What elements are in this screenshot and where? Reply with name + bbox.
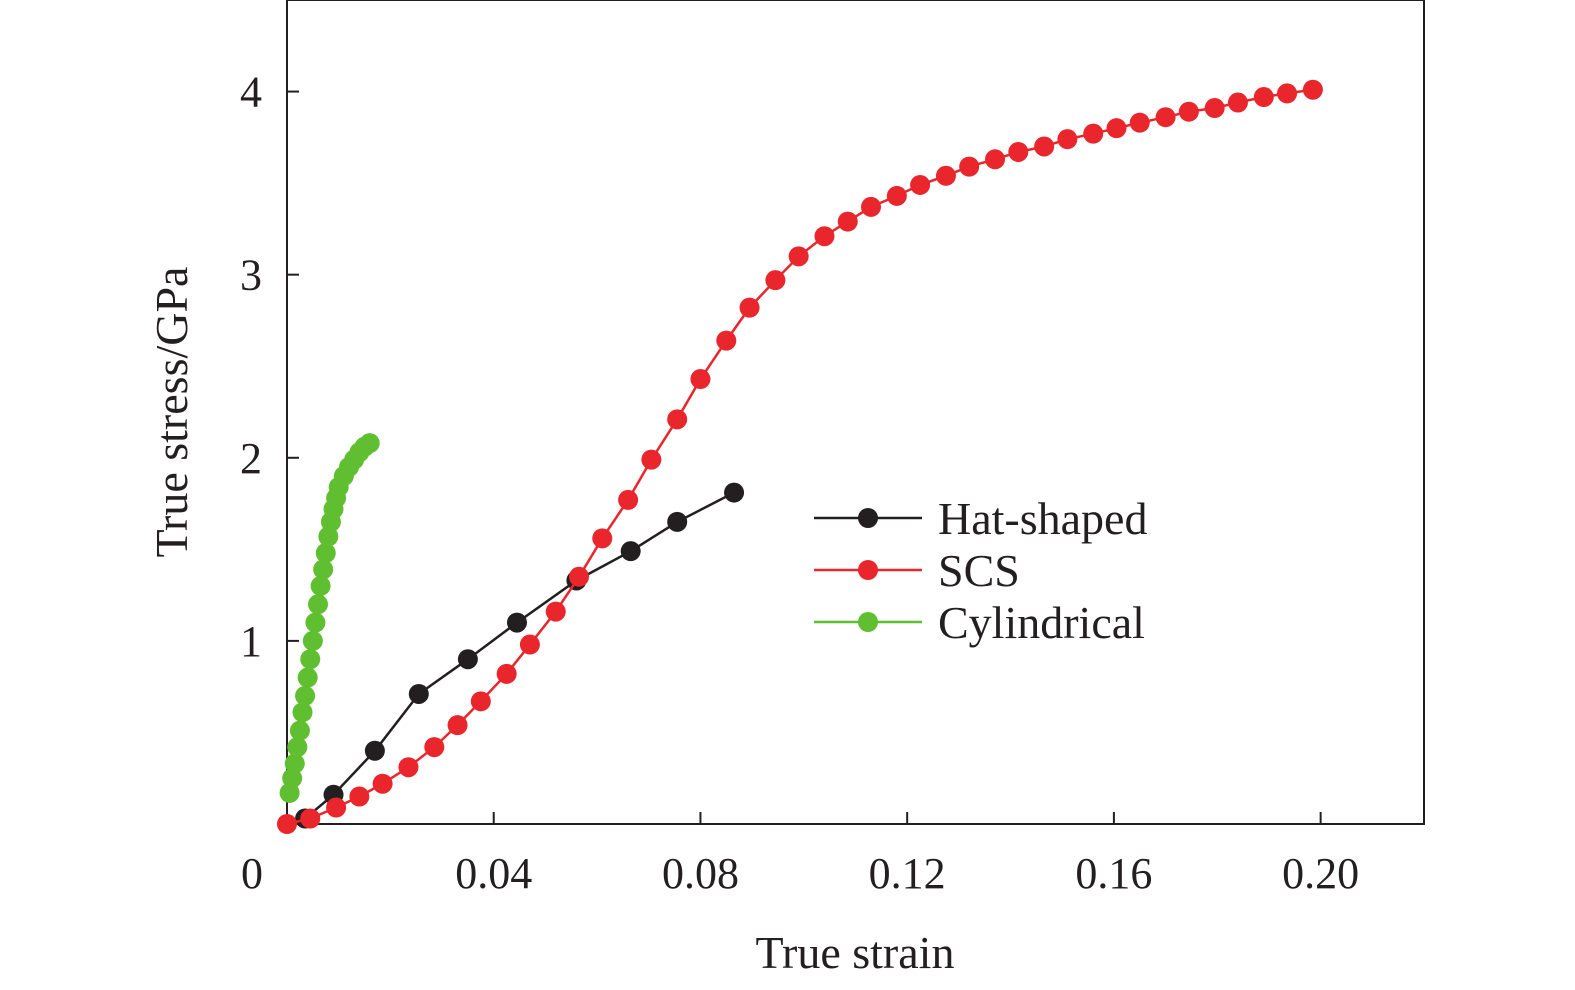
data-point-hat-shaped bbox=[457, 649, 478, 670]
data-point-cylindrical bbox=[305, 612, 326, 633]
x-axis-ticks: 0 0.04 0.08 0.12 0.16 0.20 bbox=[241, 812, 1359, 898]
y-tick-label: 1 bbox=[240, 617, 262, 666]
data-point-scs bbox=[496, 663, 517, 684]
data-point-hat-shaped bbox=[667, 511, 688, 532]
y-tick-label: 4 bbox=[240, 68, 262, 117]
data-point-scs bbox=[1008, 141, 1029, 162]
y-tick-label: 2 bbox=[240, 434, 262, 483]
data-point-cylindrical bbox=[313, 559, 334, 580]
data-point-scs bbox=[1083, 123, 1104, 144]
series-hat-shaped bbox=[295, 482, 745, 829]
legend-item-hat-shaped: Hat-shaped bbox=[814, 493, 1147, 544]
plot-frame bbox=[286, 0, 1425, 825]
legend-marker bbox=[858, 508, 878, 528]
data-point-cylindrical bbox=[308, 594, 329, 615]
data-point-scs bbox=[1034, 136, 1055, 157]
data-point-scs bbox=[1277, 83, 1298, 104]
x-tick-label: 0.12 bbox=[869, 849, 946, 898]
x-tick-label: 0.16 bbox=[1075, 849, 1152, 898]
data-point-scs bbox=[959, 156, 980, 177]
data-point-scs bbox=[470, 691, 491, 712]
data-point-scs bbox=[592, 528, 613, 549]
data-point-scs bbox=[788, 246, 809, 267]
data-point-cylindrical bbox=[287, 737, 308, 758]
data-point-scs bbox=[545, 601, 566, 622]
data-point-scs bbox=[935, 165, 956, 186]
data-point-scs bbox=[765, 270, 786, 291]
data-point-cylindrical bbox=[292, 702, 313, 723]
data-point-scs bbox=[326, 797, 347, 818]
data-point-scs bbox=[641, 449, 662, 470]
data-point-scs bbox=[716, 330, 737, 351]
data-point-scs bbox=[569, 566, 590, 587]
x-tick-label: 0.20 bbox=[1282, 849, 1359, 898]
x-tick-label: 0.04 bbox=[455, 849, 532, 898]
data-point-scs bbox=[300, 808, 321, 829]
data-point-cylindrical bbox=[289, 720, 310, 741]
data-point-scs bbox=[985, 149, 1006, 170]
data-point-scs bbox=[372, 773, 393, 794]
data-point-scs bbox=[519, 634, 540, 655]
series-layer bbox=[277, 79, 1323, 834]
data-point-scs bbox=[886, 185, 907, 206]
data-point-hat-shaped bbox=[506, 612, 527, 633]
data-point-scs bbox=[1178, 101, 1199, 122]
y-axis-ticks: 1 2 3 4 bbox=[240, 68, 299, 666]
series-line-hat-shaped bbox=[304, 491, 735, 820]
data-point-cylindrical bbox=[284, 753, 305, 774]
data-point-scs bbox=[1155, 107, 1176, 128]
data-point-cylindrical bbox=[310, 575, 331, 596]
data-point-scs bbox=[1106, 118, 1127, 139]
data-point-scs bbox=[424, 737, 445, 758]
data-point-scs bbox=[1057, 129, 1078, 150]
x-tick-label: 0.08 bbox=[662, 849, 739, 898]
data-point-cylindrical bbox=[315, 542, 336, 563]
y-axis-title: True stress/GPa bbox=[146, 267, 197, 558]
legend-label: Hat-shaped bbox=[938, 493, 1147, 544]
data-point-scs bbox=[690, 369, 711, 390]
data-point-hat-shaped bbox=[364, 740, 385, 761]
x-axis-title: True strain bbox=[756, 927, 955, 978]
data-point-scs bbox=[447, 715, 468, 736]
legend-item-scs: SCS bbox=[814, 545, 1020, 596]
data-point-scs bbox=[861, 196, 882, 217]
data-point-scs bbox=[277, 814, 297, 834]
data-point-scs bbox=[1204, 98, 1225, 119]
data-point-hat-shaped bbox=[408, 683, 429, 704]
data-point-scs bbox=[618, 489, 639, 510]
data-point-cylindrical bbox=[297, 667, 318, 688]
data-point-scs bbox=[1227, 92, 1248, 113]
data-point-scs bbox=[1253, 87, 1274, 108]
series-cylindrical bbox=[279, 433, 380, 803]
data-point-scs bbox=[1302, 79, 1323, 100]
legend-marker bbox=[858, 612, 878, 632]
legend-item-cylindrical: Cylindrical bbox=[814, 597, 1145, 648]
series-scs bbox=[277, 79, 1323, 834]
data-point-scs bbox=[739, 297, 760, 318]
legend-label: Cylindrical bbox=[938, 597, 1145, 648]
data-point-hat-shaped bbox=[724, 482, 745, 503]
legend-marker bbox=[858, 560, 878, 580]
data-point-scs bbox=[398, 757, 419, 778]
data-point-hat-shaped bbox=[620, 541, 641, 562]
y-tick-label: 3 bbox=[240, 251, 262, 300]
data-point-cylindrical bbox=[359, 433, 380, 454]
data-point-cylindrical bbox=[295, 685, 316, 706]
legend-label: SCS bbox=[938, 545, 1020, 596]
data-point-scs bbox=[910, 174, 931, 195]
data-point-cylindrical bbox=[302, 630, 323, 651]
x-tick-label: 0 bbox=[241, 849, 263, 898]
series-line-scs bbox=[286, 88, 1314, 826]
data-point-scs bbox=[1129, 112, 1150, 133]
data-point-scs bbox=[837, 211, 858, 232]
data-point-scs bbox=[667, 409, 688, 430]
data-point-scs bbox=[349, 786, 370, 807]
data-point-scs bbox=[814, 226, 835, 247]
data-point-cylindrical bbox=[300, 649, 321, 670]
